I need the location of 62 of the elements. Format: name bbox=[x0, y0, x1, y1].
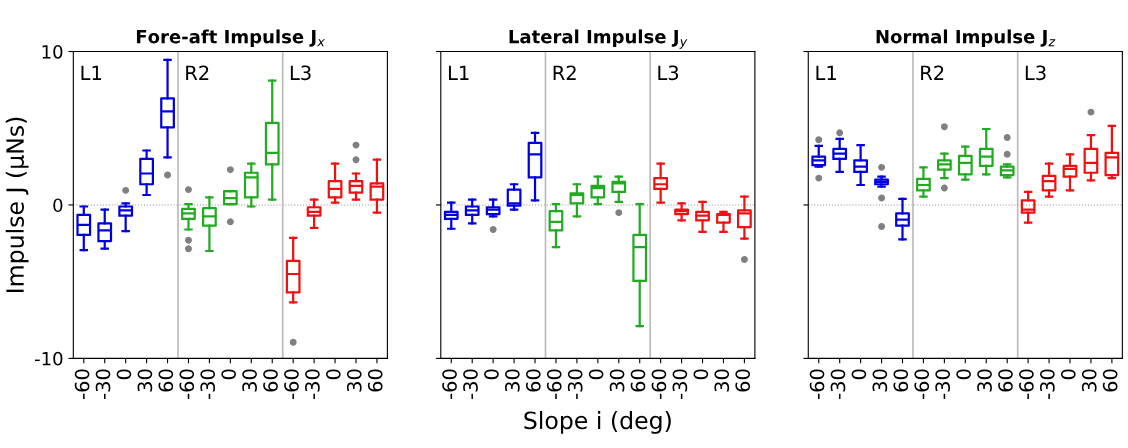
x-tick-label: 0 bbox=[325, 369, 341, 380]
x-tick-label: -60 bbox=[1019, 369, 1034, 399]
x-tick-label: 30 bbox=[505, 369, 520, 392]
x-tick-label: 0 bbox=[221, 369, 236, 380]
x-tick-label: 60 bbox=[525, 369, 541, 392]
y-tick-label: 10 bbox=[42, 44, 63, 59]
annotation: R2 bbox=[921, 65, 944, 80]
x-tick-label: 30 bbox=[137, 369, 153, 392]
annotation: L1 bbox=[816, 65, 836, 80]
x-tick-label: -30 bbox=[672, 369, 688, 399]
x-tick-label: 0 bbox=[116, 369, 132, 380]
y-tick-label: 0 bbox=[53, 198, 63, 213]
x-tick-label: -60 bbox=[284, 369, 299, 399]
chart-title: Lateral Impulse J$_{y}$ bbox=[509, 29, 688, 49]
annotation: L3 bbox=[1025, 65, 1046, 81]
x-tick-label: 60 bbox=[367, 369, 383, 392]
x-tick-label: -30 bbox=[305, 369, 320, 399]
x-tick-label: 30 bbox=[1081, 369, 1097, 392]
x-tick-label: 0 bbox=[588, 369, 604, 380]
x-tick-label: -60 bbox=[809, 369, 825, 399]
x-tick-label: 0 bbox=[693, 369, 709, 380]
x-tick-label: 30 bbox=[242, 369, 257, 392]
x-tick-label: -30 bbox=[1040, 369, 1055, 399]
annotation: R2 bbox=[186, 65, 209, 80]
x-tick-label: 60 bbox=[893, 369, 909, 392]
x-tick-label: -60 bbox=[546, 369, 562, 399]
x-tick-label: 60 bbox=[998, 369, 1013, 392]
chart-title: Fore-aft Impulse J$_{x}$ bbox=[136, 29, 325, 47]
x-tick-label: 0 bbox=[1060, 369, 1076, 380]
chart-title: Normal Impulse J$_{z}$ bbox=[876, 29, 1056, 47]
x-tick-label: -30 bbox=[95, 369, 111, 399]
annotation: L3 bbox=[658, 65, 679, 81]
x-tick-label: -30 bbox=[935, 369, 951, 399]
annotation: L1 bbox=[448, 65, 469, 80]
annotation: L1 bbox=[81, 65, 102, 80]
y-axis-title: Impulse J (µNs) bbox=[5, 117, 29, 292]
x-tick-label: 30 bbox=[609, 369, 625, 392]
x-tick-label: -60 bbox=[914, 369, 930, 399]
x-tick-label: 60 bbox=[1102, 369, 1118, 392]
x-tick-label: 0 bbox=[851, 369, 867, 380]
x-tick-label: -30 bbox=[567, 369, 583, 399]
x-tick-label: -60 bbox=[179, 369, 195, 399]
x-tick-label: -30 bbox=[830, 369, 846, 399]
x-tick-label: 60 bbox=[158, 369, 174, 392]
x-tick-label: -30 bbox=[463, 369, 478, 399]
annotation: R2 bbox=[553, 65, 576, 80]
annotation: L3 bbox=[290, 65, 311, 81]
x-tick-label: 60 bbox=[735, 369, 751, 392]
x-tick-label: -30 bbox=[200, 369, 216, 399]
x-tick-label: 0 bbox=[956, 369, 971, 380]
x-axis-title: Slope i (deg) bbox=[524, 410, 671, 434]
x-tick-label: 30 bbox=[872, 369, 888, 392]
x-tick-label: -60 bbox=[651, 369, 667, 399]
x-tick-label: -60 bbox=[442, 369, 457, 399]
x-tick-label: -60 bbox=[74, 369, 90, 399]
x-tick-label: 30 bbox=[714, 369, 730, 392]
x-tick-label: 60 bbox=[263, 369, 278, 392]
x-tick-label: 30 bbox=[346, 369, 362, 392]
x-tick-label: 30 bbox=[977, 369, 992, 392]
x-tick-label: 60 bbox=[630, 369, 646, 392]
y-tick-label: -10 bbox=[34, 351, 63, 366]
x-tick-label: 0 bbox=[484, 369, 499, 380]
